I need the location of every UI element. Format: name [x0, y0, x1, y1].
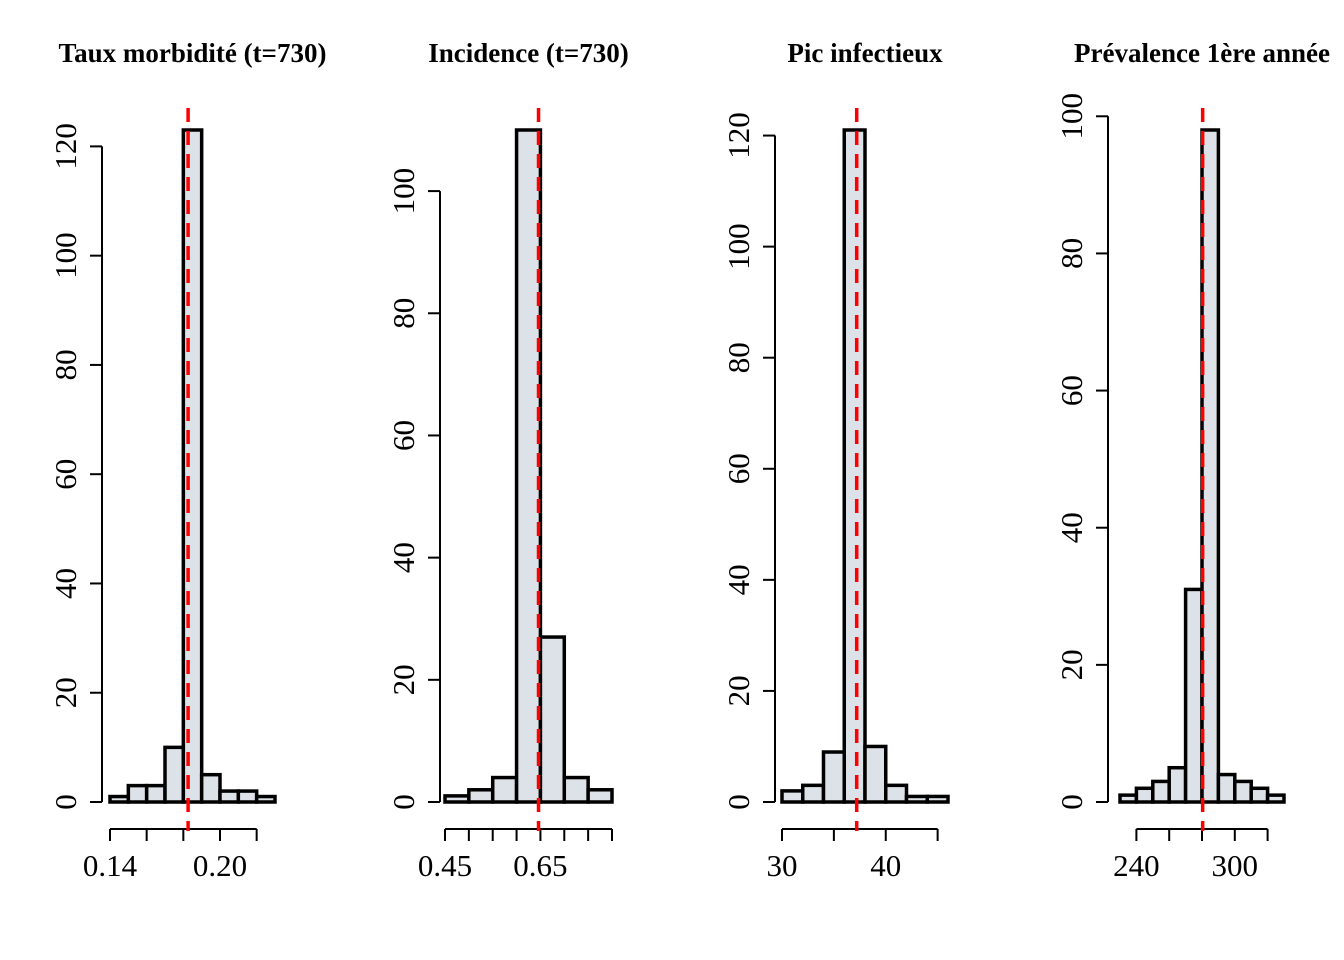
bar — [1118, 793, 1139, 804]
y-tick-label: 120 — [721, 112, 756, 159]
bar — [562, 775, 590, 804]
bar — [863, 744, 888, 804]
y-tick-label: 20 — [721, 675, 756, 706]
bar — [443, 794, 471, 804]
panel: Prévalence 1ère année 0 20 40 60 80 100 240 300 — [1054, 38, 1330, 883]
bar — [254, 794, 277, 804]
panel-title: Prévalence 1ère année — [1074, 38, 1330, 68]
panel: Pic infectieux 0 20 40 60 80 100 120 30 40 — [721, 38, 950, 883]
bar — [842, 128, 867, 804]
x-tick-label: 0.20 — [193, 848, 247, 883]
bar — [586, 788, 614, 804]
panel: Taux morbidité (t=730) 0 20 40 60 80 100 120 0.1… — [48, 38, 326, 883]
bar — [1167, 765, 1188, 804]
bar — [1183, 587, 1204, 804]
bar — [1134, 786, 1155, 804]
y-tick-label: 100 — [386, 168, 421, 215]
y-tick-label: 100 — [721, 223, 756, 270]
bar — [780, 789, 805, 804]
bar — [490, 775, 519, 804]
y-tick-label: 0 — [386, 794, 421, 810]
y-tick-label: 0 — [721, 794, 756, 810]
y-tick-label: 40 — [386, 542, 421, 573]
y-tick-label: 60 — [721, 453, 756, 484]
y-tick-label: 0 — [48, 794, 83, 810]
bar — [1265, 793, 1286, 804]
bar — [801, 783, 826, 804]
bar — [218, 789, 241, 804]
y-tick-label: 80 — [721, 342, 756, 373]
x-tick-label: 0.45 — [418, 848, 472, 883]
bar — [514, 128, 543, 804]
y-tick-label: 60 — [48, 459, 83, 490]
y-tick-label: 0 — [1054, 794, 1089, 810]
bar — [1200, 128, 1221, 804]
bar — [925, 794, 950, 804]
y-tick-label: 80 — [1054, 238, 1089, 269]
bar — [108, 794, 131, 804]
x-tick-label: 40 — [870, 848, 901, 883]
bar — [884, 783, 909, 804]
y-tick-label: 60 — [1054, 375, 1089, 406]
panel-title: Incidence (t=730) — [428, 38, 629, 68]
x-tick-label: 0.14 — [83, 848, 138, 883]
bar — [144, 783, 167, 804]
bar — [904, 794, 929, 804]
y-tick-label: 80 — [386, 298, 421, 329]
bar — [821, 750, 846, 804]
bar — [1249, 786, 1270, 804]
panel: Incidence (t=730) 0 20 40 60 80 100 0.45 0.65 — [386, 38, 629, 883]
y-tick-label: 20 — [1054, 649, 1089, 680]
y-tick-label: 120 — [48, 123, 83, 170]
bar — [199, 772, 222, 804]
bar — [126, 783, 149, 804]
x-tick-label: 240 — [1113, 848, 1160, 883]
panel-title: Pic infectieux — [787, 38, 943, 68]
bar — [467, 788, 495, 804]
bar — [163, 745, 186, 804]
x-tick-label: 30 — [767, 848, 798, 883]
y-tick-label: 100 — [48, 232, 83, 279]
bar — [181, 128, 204, 804]
y-tick-label: 20 — [48, 677, 83, 708]
y-tick-label: 60 — [386, 420, 421, 451]
bar — [236, 789, 259, 804]
y-tick-label: 40 — [1054, 512, 1089, 543]
panel-title: Taux morbidité (t=730) — [59, 38, 327, 68]
bar — [538, 635, 567, 804]
y-tick-label: 40 — [721, 564, 756, 595]
y-tick-label: 40 — [48, 568, 83, 599]
x-tick-label: 300 — [1212, 848, 1259, 883]
bar — [1216, 772, 1237, 804]
bar — [1233, 779, 1253, 804]
y-tick-label: 80 — [48, 349, 83, 380]
bar — [1151, 779, 1171, 804]
y-tick-label: 20 — [386, 664, 421, 695]
x-tick-label: 0.65 — [513, 848, 567, 883]
y-tick-label: 100 — [1054, 93, 1089, 139]
